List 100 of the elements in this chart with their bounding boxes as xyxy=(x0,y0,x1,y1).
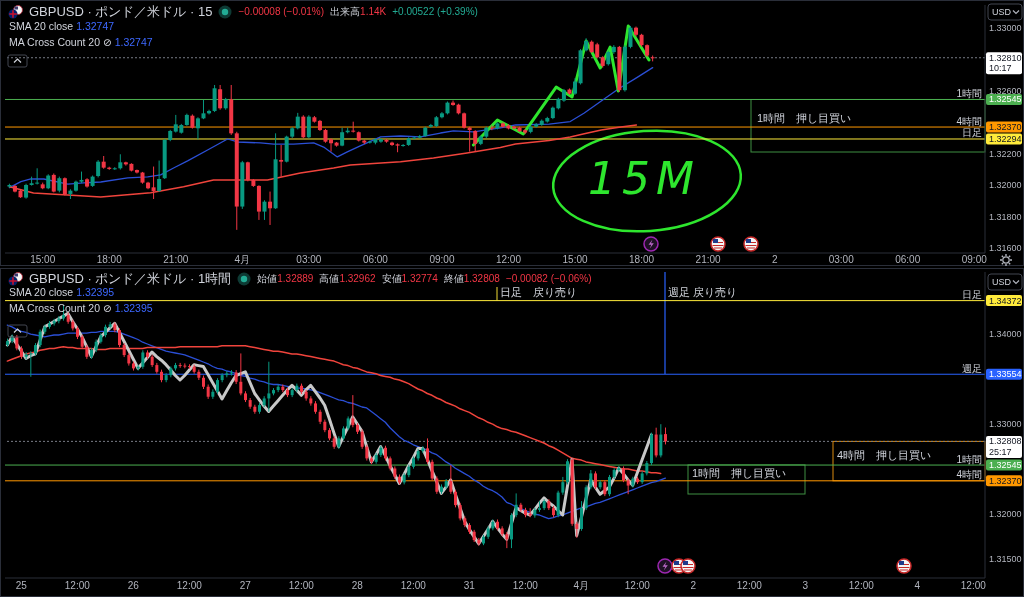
candlestick xyxy=(426,437,429,465)
x-tick-label: 12:00 xyxy=(64,580,91,592)
x-tick-label: 12:00 xyxy=(624,580,651,592)
candlestick xyxy=(351,121,356,134)
chart-title: GBPUSD · ポンド／米ドル · 15 xyxy=(29,4,213,19)
x-tick-label: 27 xyxy=(239,580,252,592)
candlestick xyxy=(218,84,223,111)
x-tick-label: 12:00 xyxy=(288,580,315,592)
x-tick-label: 3 xyxy=(802,580,809,592)
y-tick-label: 1.32808 xyxy=(989,436,1022,447)
candlestick xyxy=(401,143,406,148)
x-tick-label: 12:00 xyxy=(495,254,522,266)
candlestick xyxy=(301,114,306,139)
ref-line-label: 1時間 xyxy=(956,87,982,99)
candlestick xyxy=(589,469,593,490)
ref-line-label: 1時間 xyxy=(956,453,982,465)
x-tick-label: 03:00 xyxy=(296,254,322,266)
candlestick xyxy=(118,327,121,348)
candlestick xyxy=(514,492,518,518)
ref-line-label: 日足 xyxy=(962,289,982,301)
y-tick-label: 1.31600 xyxy=(989,243,1022,254)
candlestick xyxy=(659,423,663,458)
annotation: +0.00522 (+0.39%) xyxy=(392,5,478,19)
x-tick-label: 12:00 xyxy=(400,580,427,592)
y-tick-label: 1.31500 xyxy=(989,554,1022,565)
candlestick xyxy=(195,116,200,140)
candlestick xyxy=(212,84,217,113)
annotation: 安値1.32774 xyxy=(381,272,438,286)
x-tick-label: 26 xyxy=(127,580,140,592)
x-tick-label: 21:00 xyxy=(163,254,189,266)
x-tick-label: 12:00 xyxy=(736,580,763,592)
candlestick xyxy=(141,349,145,370)
candlestick xyxy=(654,427,658,458)
annotation: SMA 20 close 1.32395 xyxy=(9,286,115,299)
x-tick-label: 4月 xyxy=(234,254,251,266)
x-tick-label: 12:00 xyxy=(960,580,987,592)
y-tick-label: 1.32000 xyxy=(989,509,1022,520)
annotation: 1時間 押し目買い xyxy=(692,467,787,479)
annotation: 高値1.32962 xyxy=(319,272,376,286)
candlestick xyxy=(157,160,162,193)
annotation: 日足 戻り売り xyxy=(500,286,577,298)
candlestick xyxy=(329,137,334,153)
x-tick-label: 06:00 xyxy=(895,254,921,266)
line-series xyxy=(5,311,653,546)
candlestick xyxy=(279,144,284,178)
candlestick xyxy=(351,394,355,428)
candlestick xyxy=(556,490,560,518)
candlestick xyxy=(608,474,611,497)
annotation: SMA 20 close 1.32747 xyxy=(9,20,115,33)
ref-line-label: 週足 xyxy=(962,362,982,374)
candlestick xyxy=(449,464,453,495)
x-tick-label: 18:00 xyxy=(629,254,655,266)
x-tick-label: 18:00 xyxy=(96,254,123,266)
x-tick-label: 2 xyxy=(771,254,778,266)
line-series xyxy=(6,345,662,475)
x-tick-label: 2 xyxy=(690,580,697,592)
candlestick xyxy=(360,429,364,450)
candlestick xyxy=(123,161,128,167)
annotation: −0.00008 (−0.01%) xyxy=(238,5,325,19)
annotation: 週足 戻り売り xyxy=(668,286,738,298)
candlestick xyxy=(628,25,633,49)
annotation: 始値1.32889 xyxy=(257,272,314,286)
candlestick xyxy=(566,458,569,485)
candlestick xyxy=(239,352,243,396)
candlestick xyxy=(230,369,233,376)
x-tick-label: 4月 xyxy=(573,580,590,592)
text: USD xyxy=(992,277,1012,287)
candlestick xyxy=(306,114,311,139)
candlestick xyxy=(584,484,588,511)
ref-line-label: 4時間 xyxy=(956,469,982,481)
y-tick-label: 1.32000 xyxy=(989,180,1022,191)
y-tick-label: 1.32200 xyxy=(989,148,1022,159)
candlestick xyxy=(378,137,383,144)
chart-title: GBPUSD · ポンド／米ドル · 1時間 xyxy=(29,271,232,286)
x-tick-label: 21:00 xyxy=(695,254,722,266)
annotation: 出来高1.14K xyxy=(330,5,387,19)
annotation: 1時間 押し目買い xyxy=(757,112,852,124)
x-tick-label: 12:00 xyxy=(176,580,203,592)
x-tick-label: 06:00 xyxy=(362,254,389,266)
x-tick-label: 03:00 xyxy=(828,254,855,266)
x-tick-label: 12:00 xyxy=(848,580,875,592)
y-tick-label: 1.32810 xyxy=(989,52,1022,63)
candlestick xyxy=(201,99,206,120)
x-tick-label: 28 xyxy=(351,580,364,592)
x-tick-label: 15:00 xyxy=(30,254,56,266)
ref-line-label: 4時間 xyxy=(956,115,982,127)
candlestick xyxy=(62,176,67,197)
candlestick xyxy=(430,459,434,481)
x-tick-label: 09:00 xyxy=(961,254,988,266)
candlestick xyxy=(580,500,583,532)
y-tick-label: 1.34000 xyxy=(989,329,1022,340)
candlestick xyxy=(268,191,273,226)
annotation: −0.00082 (−0.06%) xyxy=(505,272,592,286)
x-tick-label: 12:00 xyxy=(512,580,539,592)
text: 10:17 xyxy=(989,63,1012,74)
y-tick-label: 1.32600 xyxy=(989,85,1022,96)
candlestick xyxy=(262,199,267,221)
candlestick xyxy=(473,129,478,153)
candlestick xyxy=(267,361,271,413)
x-tick-label: 25 xyxy=(15,580,28,592)
